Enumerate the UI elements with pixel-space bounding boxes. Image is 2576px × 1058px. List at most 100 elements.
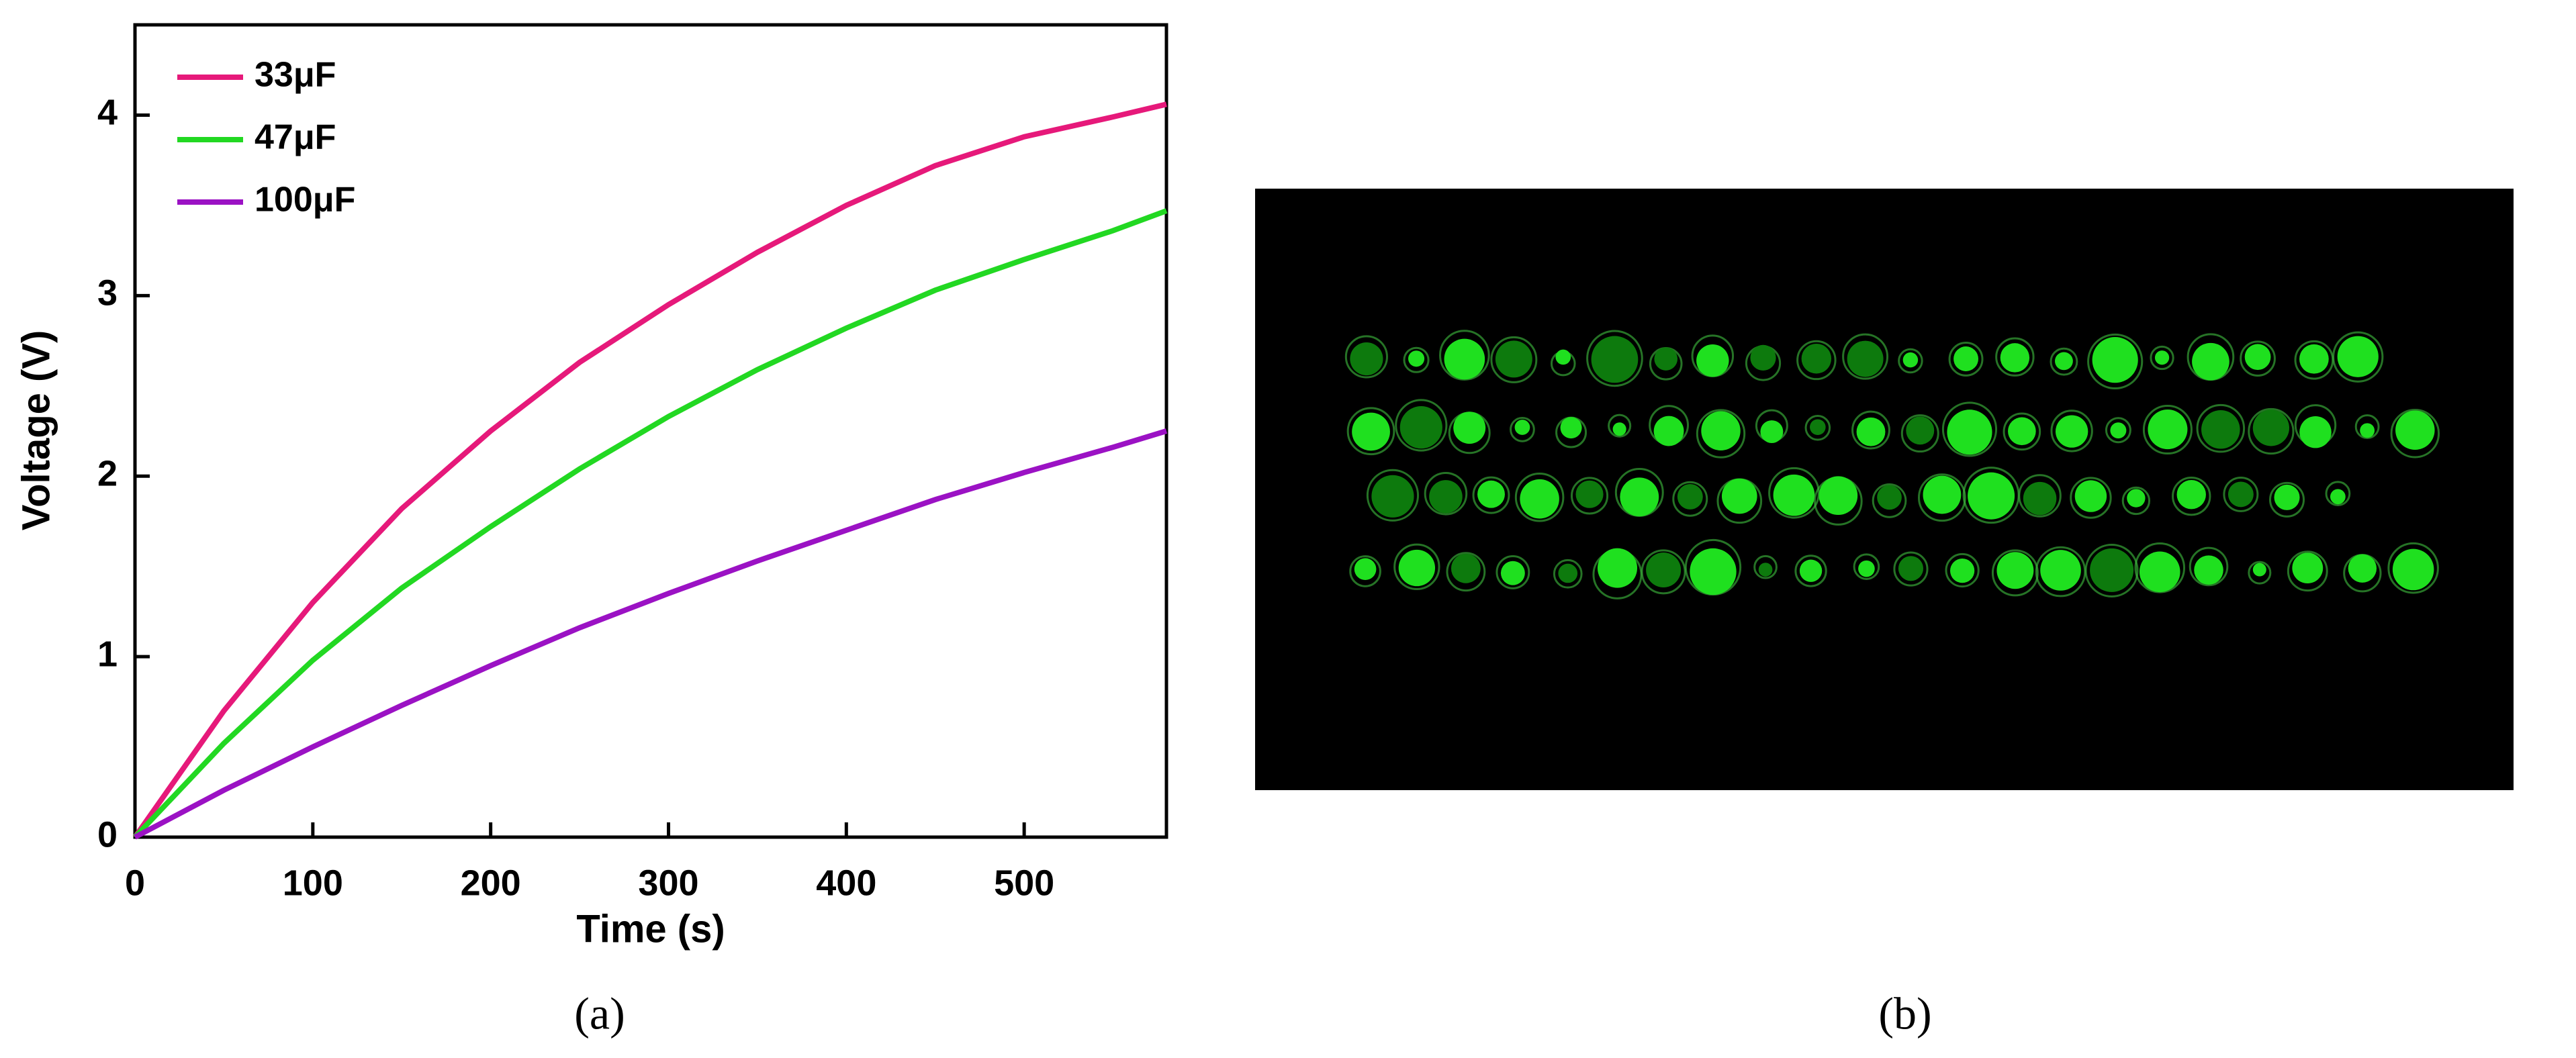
led-glow <box>2332 331 2384 383</box>
led-glow <box>2142 405 2193 455</box>
led <box>1451 553 1481 583</box>
led <box>2154 350 2170 365</box>
led <box>1953 346 1979 371</box>
led-glow <box>1804 414 1831 441</box>
led-glow <box>1510 416 1535 442</box>
led <box>1354 558 1377 581</box>
led <box>1799 559 1823 582</box>
led-glow <box>2354 414 2380 439</box>
led <box>2299 416 2332 448</box>
led <box>2092 337 2138 383</box>
led-glow <box>1608 414 1632 438</box>
led-glow <box>1439 330 1490 381</box>
legend-label: 33μF <box>255 56 336 95</box>
legend-label: 100μF <box>255 181 355 220</box>
led <box>1371 475 1414 518</box>
y-axis-title: Voltage (V) <box>14 330 58 531</box>
led-glow <box>1753 555 1778 579</box>
led <box>1612 422 1626 436</box>
led <box>1898 556 1924 581</box>
led <box>1750 344 1776 371</box>
series-line <box>134 428 1168 840</box>
led <box>1721 478 1757 514</box>
led <box>2192 342 2229 381</box>
led <box>2360 423 2375 438</box>
x-tick-label: 100 <box>283 863 343 903</box>
led-glow <box>2018 474 2062 518</box>
led <box>1923 475 1962 514</box>
led <box>1560 417 1582 439</box>
led-glow <box>1796 340 1837 381</box>
series-line <box>132 101 1167 839</box>
led <box>1701 411 1741 450</box>
led-glow <box>1366 469 1420 522</box>
led-glow <box>2387 542 2439 594</box>
led <box>1453 412 1486 444</box>
led <box>1591 336 1639 383</box>
y-tick-label: 2 <box>97 453 118 493</box>
led-glow <box>2050 410 2093 452</box>
series-line <box>133 208 1168 839</box>
led <box>2194 555 2223 585</box>
led <box>2201 410 2240 449</box>
led <box>2395 410 2435 450</box>
led <box>2127 489 2146 508</box>
led-glow <box>2248 407 2295 455</box>
led-glow <box>2269 481 2305 518</box>
led-glow <box>2223 476 2259 512</box>
led-glow <box>1346 407 1395 456</box>
led-array <box>1344 330 2440 599</box>
led <box>2330 489 2346 505</box>
led <box>1996 552 2034 589</box>
led-glow <box>1403 346 1430 373</box>
x-tick-label: 300 <box>638 863 698 903</box>
led <box>2348 554 2377 583</box>
led-glow <box>1571 477 1609 515</box>
led-glow <box>1945 552 1980 588</box>
led-glow <box>2087 333 2144 390</box>
led <box>1350 342 1383 376</box>
led <box>1520 479 1559 519</box>
led <box>1500 561 1525 585</box>
led <box>2090 548 2134 592</box>
panel-label: (b) <box>1878 988 1931 1039</box>
led <box>2176 479 2206 510</box>
led-glow <box>2084 543 2139 597</box>
led-glow <box>1496 555 1530 589</box>
led <box>1801 343 1832 374</box>
led-glow <box>2390 408 2440 459</box>
led <box>2252 410 2290 446</box>
led <box>2055 415 2088 448</box>
led-glow <box>2003 412 2041 451</box>
led-glow <box>1794 555 1827 587</box>
led-glow <box>1696 409 1746 459</box>
legend-label: 47μF <box>255 118 336 157</box>
led-glow <box>1393 543 1440 590</box>
y-tick-label: 1 <box>97 634 118 674</box>
led <box>2040 550 2081 591</box>
panel-label: (a) <box>574 988 625 1039</box>
led <box>1555 349 1571 365</box>
led <box>1495 340 1532 378</box>
led <box>2110 422 2127 439</box>
x-tick-label: 0 <box>125 863 145 903</box>
led <box>1906 416 1935 445</box>
y-tick-label: 3 <box>97 273 118 314</box>
led <box>1620 477 1659 517</box>
led-glow <box>1472 476 1510 514</box>
led <box>1597 548 1638 588</box>
led-glow <box>1768 467 1820 519</box>
led <box>2299 344 2329 374</box>
led-glow <box>1851 410 1890 450</box>
led <box>1398 549 1436 587</box>
led-glow <box>1424 472 1468 516</box>
led <box>1856 417 1886 446</box>
led-glow <box>2196 403 2246 453</box>
led <box>1677 483 1703 510</box>
led-glow <box>1842 333 1889 380</box>
led-glow <box>1900 414 1939 453</box>
led-glow <box>1446 552 1486 592</box>
led-glow <box>1586 330 1643 387</box>
